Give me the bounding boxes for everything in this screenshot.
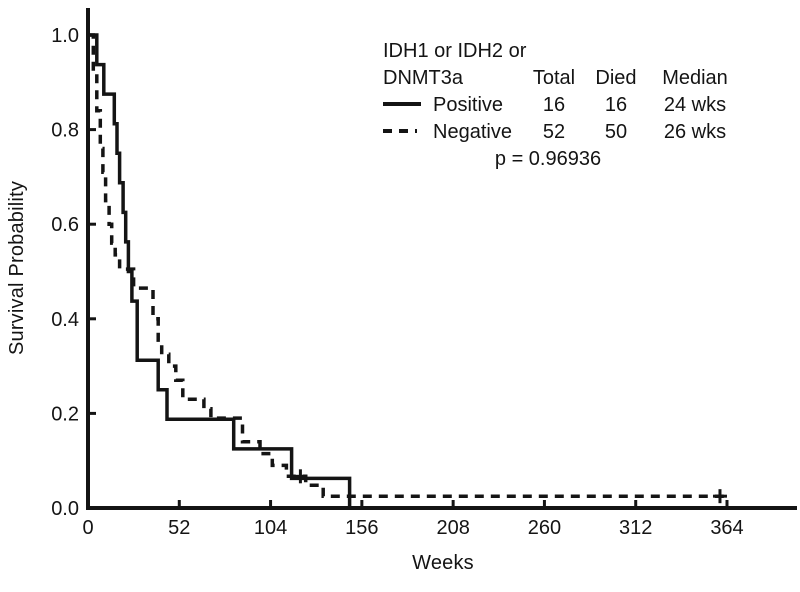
y-tick-label-0.0: 0.0: [51, 498, 79, 520]
legend-col-total: Total: [532, 67, 576, 89]
positive-died-value: 16: [604, 94, 628, 116]
x-tick-label-104: 104: [254, 517, 287, 539]
x-tick-label-156: 156: [345, 517, 378, 539]
y-axis-title: Survival Probability: [6, 180, 28, 356]
positive-survival-curve: [88, 33, 352, 508]
y-tick-label-1.0: 1.0: [51, 25, 79, 47]
positive-total-value: 16: [542, 94, 566, 116]
y-tick-label-0.2: 0.2: [51, 403, 79, 425]
p-value: p = 0.96936: [494, 148, 602, 170]
x-tick-label-208: 208: [436, 517, 469, 539]
dashed-line-swatch: [383, 119, 433, 146]
x-tick-label-364: 364: [710, 517, 743, 539]
solid-line-swatch: [383, 92, 433, 119]
y-tick-label-0.8: 0.8: [51, 120, 79, 142]
x-tick-label-312: 312: [619, 517, 652, 539]
y-tick-label-0.4: 0.4: [51, 309, 79, 331]
legend: IDH1 or IDH2 or DNMT3a Total Died Median…: [383, 38, 741, 173]
negative-median-value: 26 wks: [663, 121, 727, 143]
negative-total-value: 52: [542, 121, 566, 143]
x-tick-label-52: 52: [168, 517, 190, 539]
positive-median-value: 24 wks: [663, 94, 727, 116]
x-axis-title: Weeks: [412, 552, 474, 574]
legend-title-line: IDH1 or IDH2 or: [383, 40, 527, 62]
legend-col-median: Median: [662, 67, 728, 89]
x-tick-label-260: 260: [528, 517, 561, 539]
negative-died-value: 50: [604, 121, 628, 143]
legend-row-positive: Positive 16 16 24 wks: [383, 92, 741, 119]
y-tick-label-0.6: 0.6: [51, 214, 79, 236]
legend-row-negative: Negative 52 50 26 wks: [383, 119, 741, 146]
legend-label-negative: Negative: [433, 121, 512, 143]
legend-group-label: DNMT3a: [383, 67, 464, 89]
legend-col-died: Died: [595, 67, 637, 89]
legend-header-row: DNMT3a Total Died Median: [383, 65, 741, 92]
negative-survival-curve: [88, 33, 727, 498]
x-tick-label-0: 0: [82, 517, 93, 539]
legend-label-positive: Positive: [433, 94, 504, 116]
